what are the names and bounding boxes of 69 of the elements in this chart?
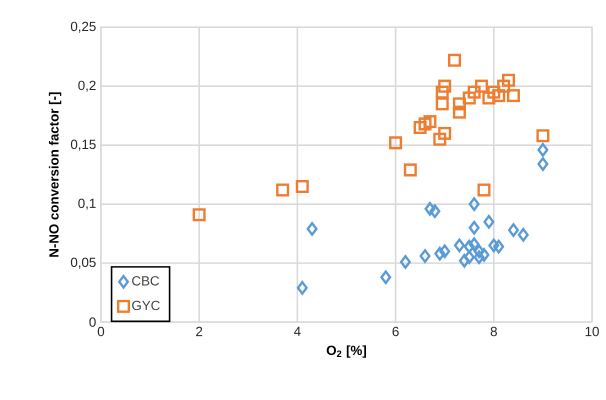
x-tick-label: 8 (490, 326, 497, 336)
y-tick-label: 0,25 (70, 22, 96, 33)
x-tick-label: 4 (294, 326, 301, 336)
point (468, 237, 480, 252)
point (433, 132, 446, 146)
point (418, 117, 432, 130)
point (536, 129, 550, 142)
point (452, 106, 466, 119)
legend-label: CBC (132, 276, 160, 286)
point (482, 91, 496, 105)
y-tick-label: 0,05 (70, 258, 96, 269)
point (464, 240, 475, 254)
point (477, 183, 490, 197)
point (423, 115, 436, 128)
point (537, 142, 548, 157)
point (518, 228, 529, 242)
x-tick-label: 2 (196, 326, 202, 336)
point (506, 89, 520, 102)
y-tick-label: 0,2 (78, 80, 96, 92)
y-tick-label: 0,1 (78, 198, 96, 210)
point (436, 86, 449, 99)
point (464, 250, 475, 264)
point (508, 223, 519, 238)
point (424, 202, 436, 216)
point (468, 197, 480, 212)
x-tick-label: 10 (586, 326, 599, 336)
point (483, 214, 494, 229)
point (468, 86, 481, 99)
point (389, 136, 402, 150)
point (276, 183, 290, 197)
point (400, 255, 411, 269)
point (434, 246, 446, 261)
point (306, 222, 318, 236)
point (452, 97, 466, 110)
point (487, 86, 500, 99)
point (438, 126, 452, 140)
point (497, 80, 510, 93)
y-axis-title: N-NO conversion factor [-] (48, 92, 62, 257)
point (420, 249, 431, 263)
point (468, 220, 480, 235)
point (436, 97, 449, 110)
point (296, 180, 309, 193)
point (429, 204, 440, 218)
x-tick-label: 0 (98, 326, 104, 336)
point (192, 208, 206, 222)
point (439, 244, 450, 258)
point (475, 80, 488, 93)
point (492, 89, 506, 102)
point (296, 280, 308, 295)
point (474, 244, 485, 258)
point (474, 250, 485, 264)
point (404, 163, 417, 176)
y-tick-label: 0,15 (70, 140, 96, 151)
point (537, 157, 548, 171)
y-tick-label: 0 (89, 317, 96, 327)
point (462, 91, 476, 105)
point (380, 270, 392, 284)
point (488, 238, 500, 252)
point (478, 248, 490, 262)
point (448, 54, 462, 67)
x-axis-title: O$_{2}$ [%] (326, 345, 366, 358)
x-tick-label: 6 (392, 326, 399, 336)
point (458, 254, 470, 268)
point (414, 120, 427, 134)
point (502, 74, 516, 87)
point (454, 238, 465, 252)
point (493, 240, 504, 254)
point (438, 80, 452, 93)
legend-label: GYC (132, 300, 160, 310)
